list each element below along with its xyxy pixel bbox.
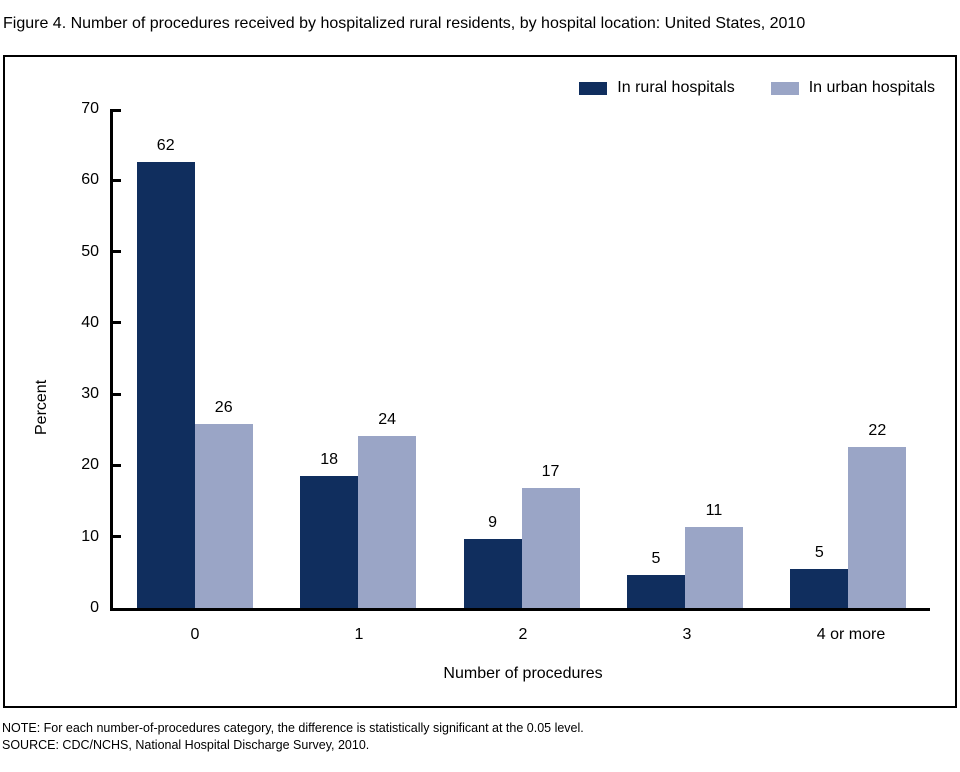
bar-value-label: 62 bbox=[156, 136, 175, 154]
plot-area: 62 26 18 24 9 17 5 11 5 22 0 10 20 30 40 50 60 70 bbox=[81, 100, 930, 616]
y-tick-label: 40 bbox=[81, 313, 99, 331]
y-axis-tick bbox=[113, 463, 121, 467]
page: Figure 4. Number of procedures received … bbox=[0, 14, 960, 753]
y-tick-label: 70 bbox=[81, 100, 99, 117]
bar-groups: 62 26 18 24 9 17 5 11 5 22 bbox=[113, 109, 930, 608]
y-axis-tick bbox=[113, 392, 121, 396]
bar-rural-2: 9 bbox=[463, 514, 522, 608]
bar-value-label: 24 bbox=[378, 410, 397, 428]
bar-group-2: 9 17 bbox=[440, 463, 603, 608]
y-tick-label: 30 bbox=[81, 385, 99, 403]
y-tick-label: 0 bbox=[90, 599, 99, 616]
bar-urban-4-or-more: 22 bbox=[848, 422, 907, 608]
chart-frame: In rural hospitals In urban hospitals Pe… bbox=[3, 55, 957, 708]
source-text: SOURCE: CDC/NCHS, National Hospital Disc… bbox=[2, 737, 370, 752]
x-category-labels: 0 1 2 3 4 or more bbox=[113, 626, 933, 644]
x-category-label-4: 4 or more bbox=[816, 626, 886, 643]
bar-group-4: 5 22 bbox=[767, 422, 930, 608]
footnotes: NOTE: For each number-of-procedures cate… bbox=[2, 720, 960, 753]
note-text: NOTE: For each number-of-procedures cate… bbox=[2, 721, 584, 735]
bar-value-label: 5 bbox=[651, 549, 661, 567]
bar-urban-1: 24 bbox=[358, 411, 417, 608]
legend-item-urban: In urban hospitals bbox=[770, 79, 935, 97]
bar-group-3: 5 11 bbox=[603, 502, 766, 608]
bar-value-label: 5 bbox=[814, 543, 824, 561]
x-category-label-3: 3 bbox=[682, 626, 692, 643]
y-tick-label: 10 bbox=[81, 527, 99, 545]
y-axis-tick bbox=[113, 321, 121, 325]
bar-rural-3: 5 bbox=[626, 550, 685, 608]
bar-value-label: 9 bbox=[488, 513, 497, 531]
x-category-label-1: 1 bbox=[354, 626, 364, 643]
legend-swatch-rural bbox=[579, 81, 608, 95]
bar-rural-1: 18 bbox=[300, 451, 359, 608]
y-axis-tick bbox=[113, 109, 121, 112]
y-tick-label: 20 bbox=[81, 456, 99, 474]
x-category-label-2: 2 bbox=[518, 626, 528, 643]
bar-rural-0: 62 bbox=[136, 137, 195, 608]
bar-urban-2: 17 bbox=[521, 463, 580, 608]
bar-group-1: 18 24 bbox=[276, 411, 439, 608]
legend: In rural hospitals In urban hospitals bbox=[579, 79, 935, 97]
legend-label-urban: In urban hospitals bbox=[808, 79, 935, 96]
bar-group-0: 62 26 bbox=[113, 137, 276, 608]
y-tick-label: 50 bbox=[81, 242, 99, 260]
bar-urban-0: 26 bbox=[194, 399, 253, 608]
bar-value-label: 22 bbox=[868, 421, 887, 439]
bar-value-label: 18 bbox=[320, 451, 339, 469]
legend-swatch-urban bbox=[770, 81, 799, 95]
x-axis-title: Number of procedures bbox=[443, 665, 603, 682]
y-axis-tick bbox=[113, 535, 121, 539]
legend-item-rural: In rural hospitals bbox=[579, 79, 735, 97]
bar-value-label: 11 bbox=[705, 501, 723, 519]
bar-value-label: 17 bbox=[541, 462, 560, 480]
bar-urban-3: 11 bbox=[684, 502, 743, 608]
bar-rural-4-or-more: 5 bbox=[790, 544, 849, 608]
y-axis-tick bbox=[113, 250, 121, 254]
y-axis-tick bbox=[113, 178, 121, 182]
legend-label-rural: In rural hospitals bbox=[617, 79, 735, 96]
y-tick-label: 60 bbox=[81, 171, 99, 189]
bar-value-label: 26 bbox=[214, 399, 233, 417]
figure-title: Figure 4. Number of procedures received … bbox=[3, 15, 806, 32]
x-category-label-0: 0 bbox=[190, 626, 200, 643]
y-axis-title: Percent bbox=[33, 379, 50, 435]
